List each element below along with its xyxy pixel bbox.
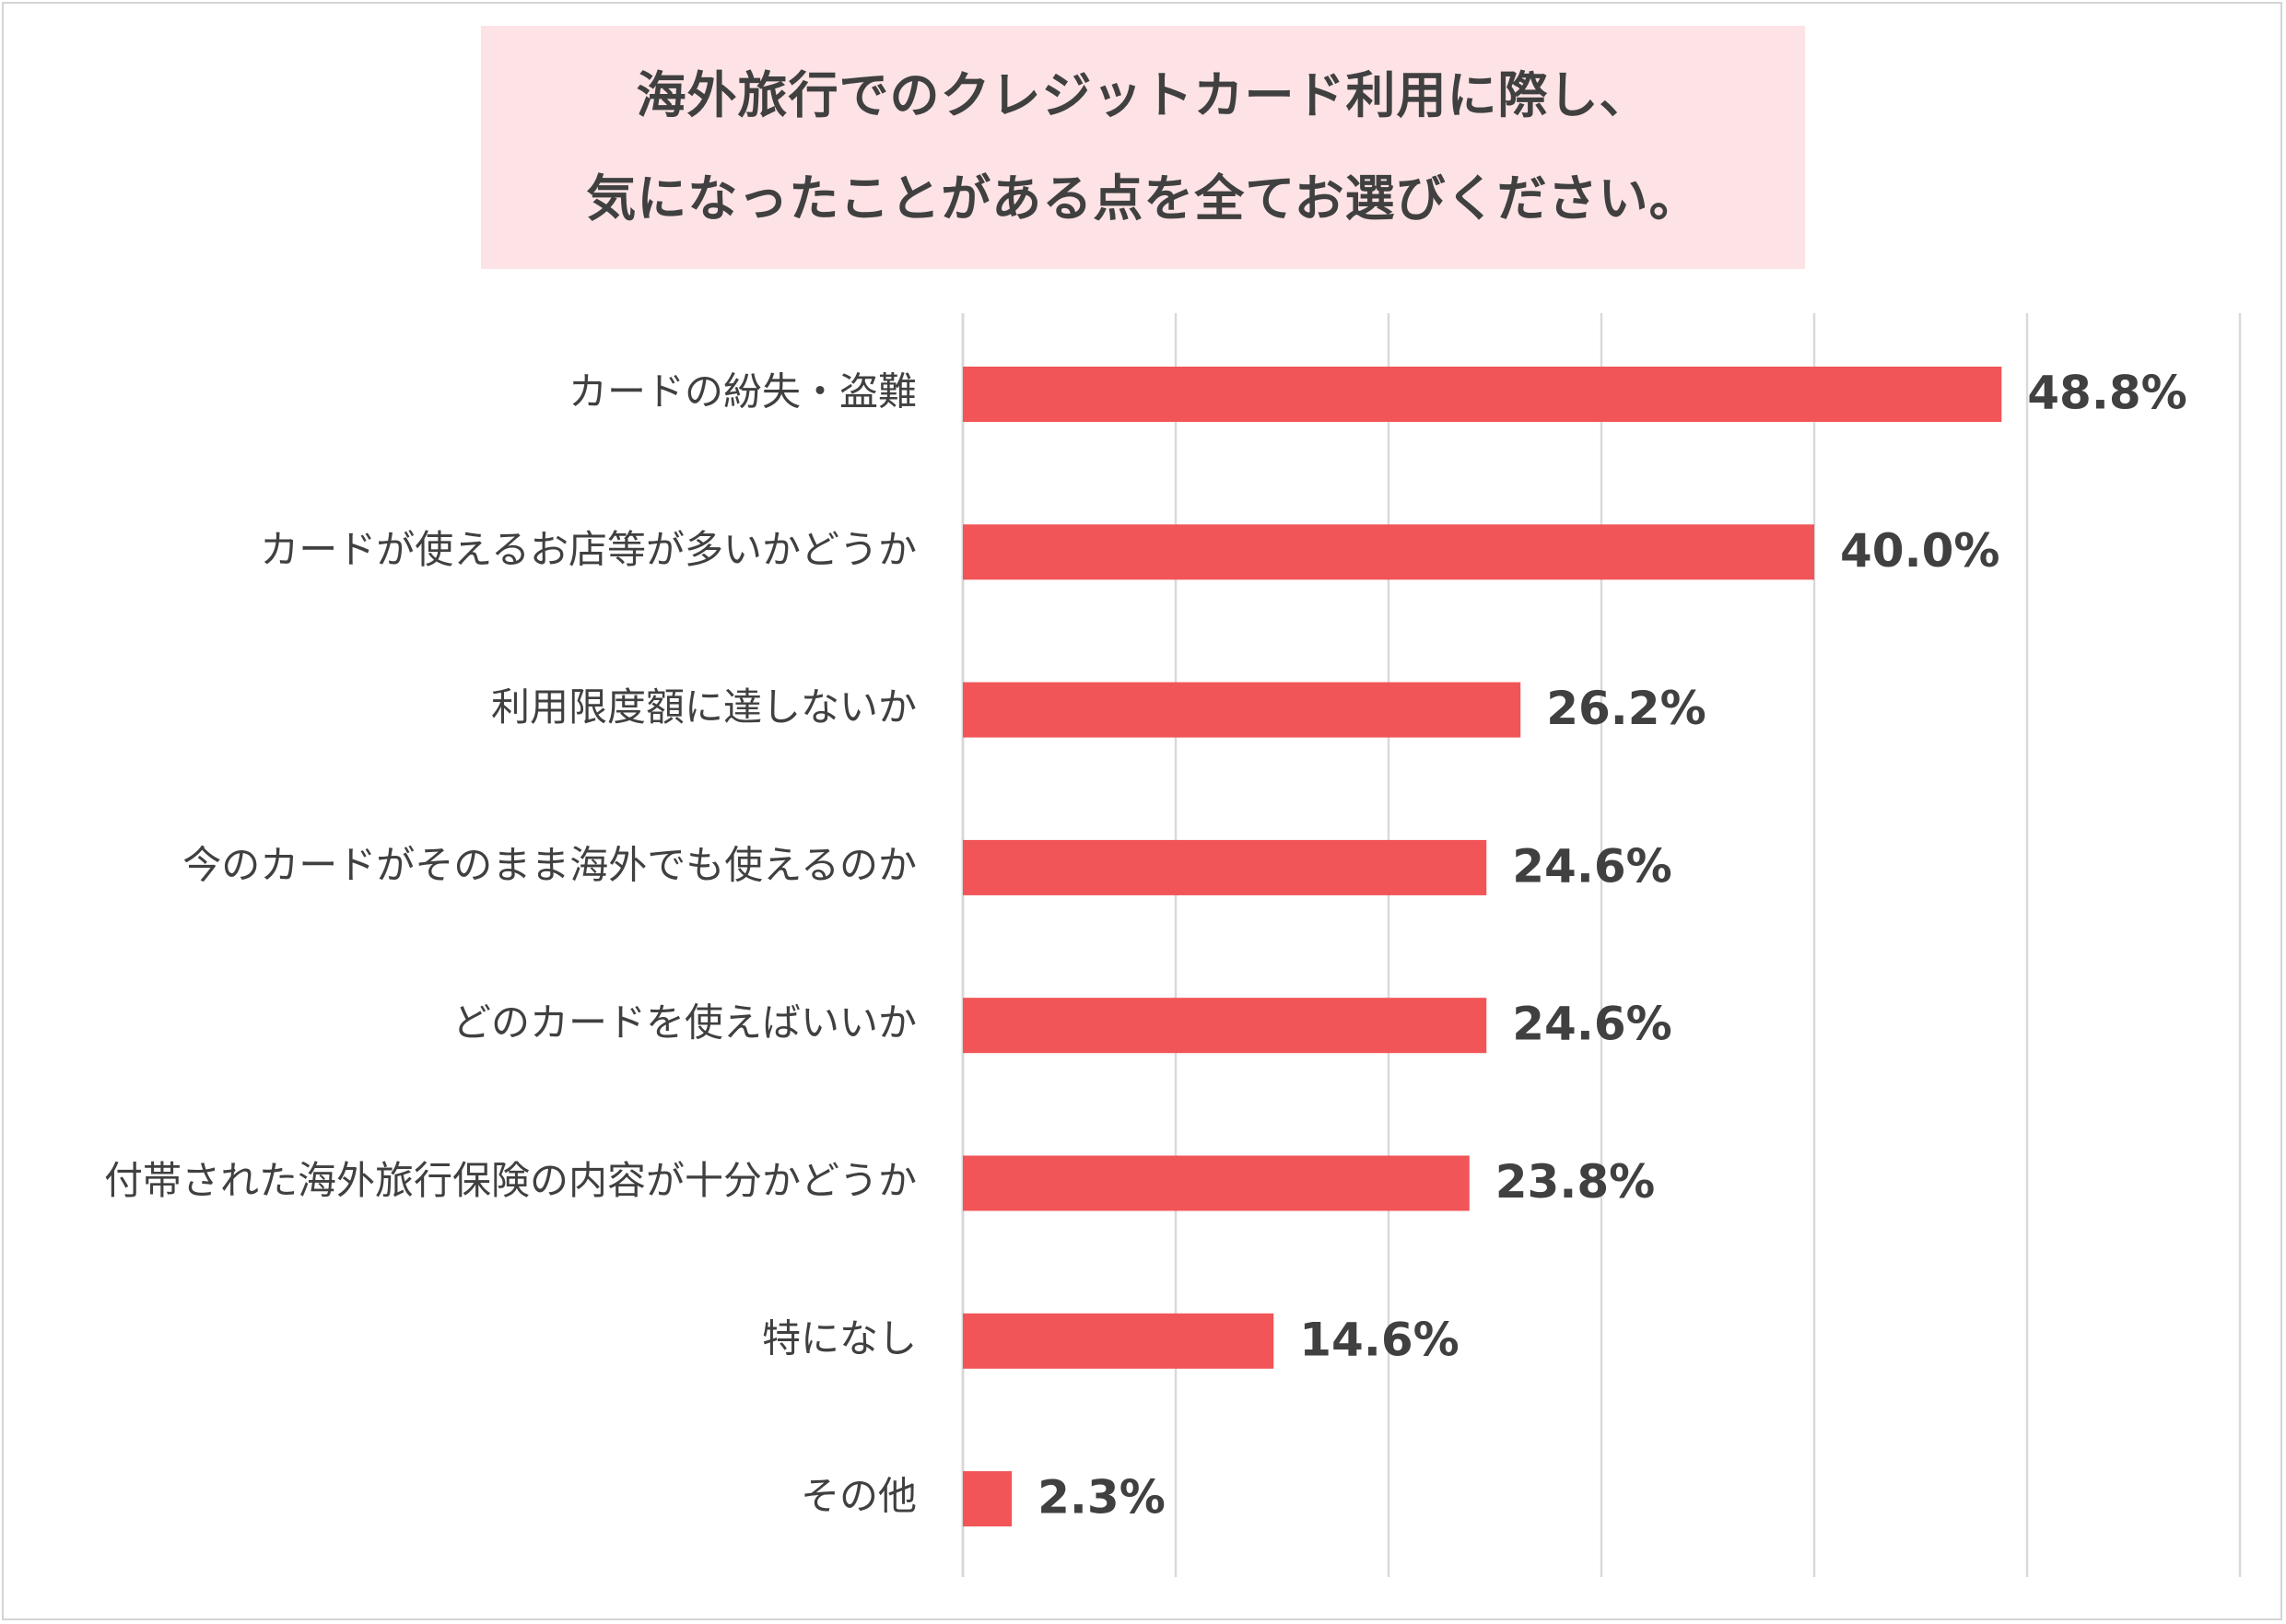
- category-label: 付帯された海外旅行保険の内容が十分かどうか: [104, 1158, 917, 1203]
- bar: [963, 998, 1487, 1054]
- chart-title-line-2: 気になったことがある点を全てお選びください。: [586, 169, 1700, 228]
- bar: [963, 1155, 1470, 1211]
- bar: [963, 682, 1521, 738]
- data-label: 23.8%: [1495, 1155, 1655, 1209]
- bar: [963, 367, 2002, 422]
- data-label: 24.6%: [1512, 839, 1671, 893]
- category-label: 特になし: [762, 1315, 917, 1361]
- category-label: カードが使えるお店等が多いかどうか: [260, 527, 917, 572]
- chart-title: 海外旅行でのクレジットカード利用に際し、 気になったことがある点を全てお選びくだ…: [481, 26, 1805, 269]
- category-label: その他: [801, 1474, 917, 1519]
- category-label: 今のカードがそのまま海外でも使えるのか: [182, 842, 917, 887]
- data-label: 2.3%: [1037, 1471, 1166, 1525]
- data-label: 26.2%: [1546, 682, 1706, 735]
- data-label: 14.6%: [1299, 1313, 1459, 1366]
- category-label: カードの紛失・盗難: [569, 369, 917, 415]
- bar: [963, 1313, 1274, 1369]
- data-label: 48.8%: [2027, 367, 2186, 420]
- bar: [963, 1471, 1013, 1527]
- category-label: どのカードを使えばいいか: [452, 1000, 917, 1046]
- category-label: 利用限度額に達しないか: [491, 684, 917, 730]
- chart-title-line-1: 海外旅行でのクレジットカード利用に際し、: [636, 66, 1650, 124]
- data-label: 24.6%: [1512, 998, 1671, 1051]
- bar: [963, 524, 1814, 580]
- data-label: 40.0%: [1840, 524, 1999, 578]
- bar: [963, 839, 1487, 895]
